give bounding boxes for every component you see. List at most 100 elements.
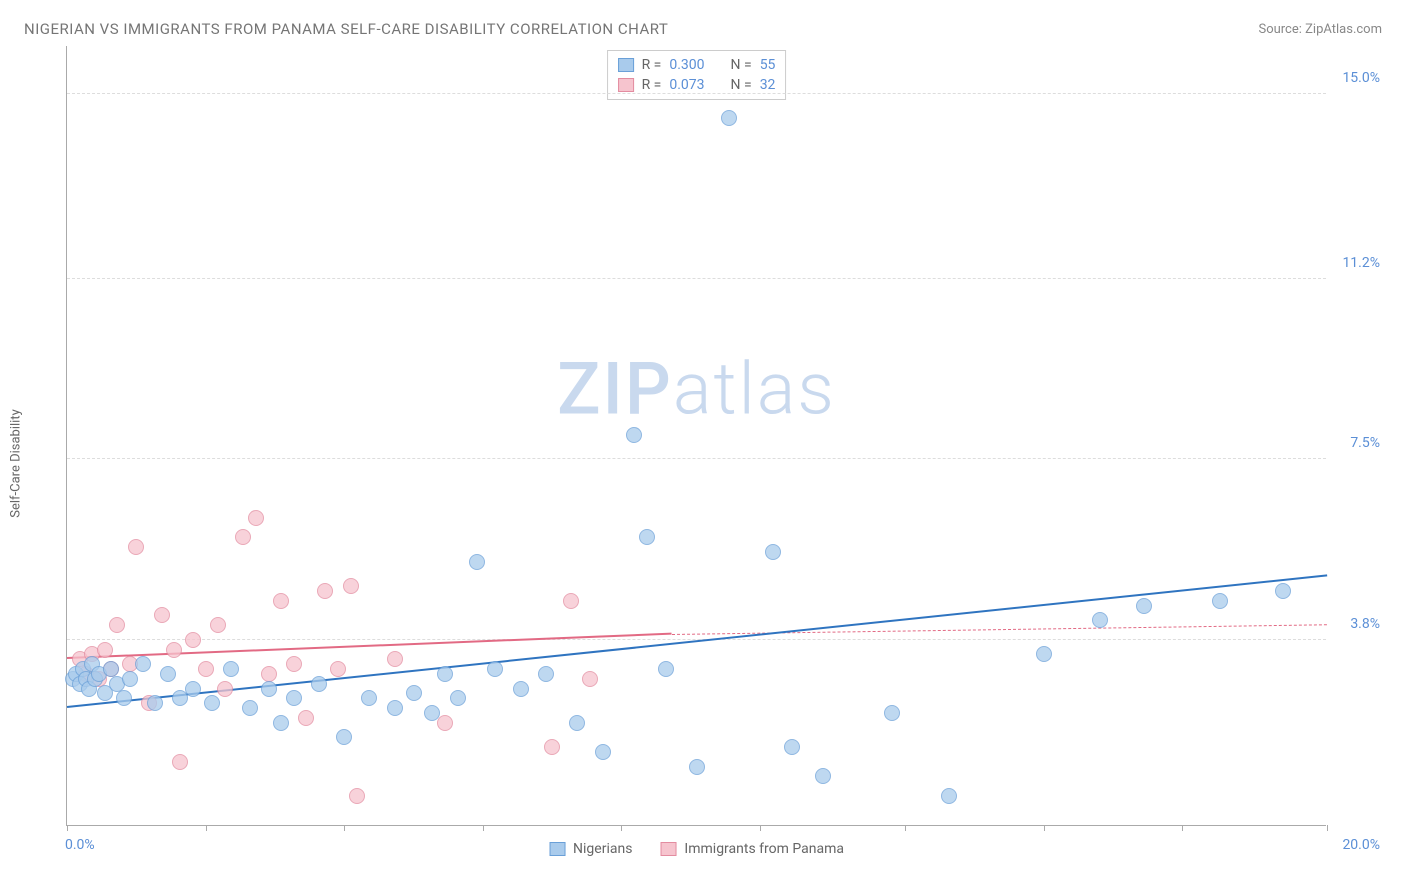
- point-panama: [166, 642, 182, 658]
- x-tick: [760, 825, 761, 831]
- point-nigerian: [538, 666, 554, 682]
- point-panama: [286, 656, 302, 672]
- watermark: ZIPatlas: [557, 346, 836, 431]
- point-panama: [154, 607, 170, 623]
- y-tick-label: 11.2%: [1342, 255, 1380, 271]
- x-tick: [483, 825, 484, 831]
- swatch-blue-icon: [549, 842, 565, 856]
- legend-item-panama: Immigrants from Panama: [660, 841, 844, 857]
- point-nigerian: [204, 695, 220, 711]
- point-panama: [298, 710, 314, 726]
- point-nigerian: [437, 666, 453, 682]
- point-nigerian: [223, 661, 239, 677]
- point-panama: [248, 510, 264, 526]
- legend-item-nigerians: Nigerians: [549, 841, 632, 857]
- point-nigerian: [513, 681, 529, 697]
- point-nigerian: [626, 427, 642, 443]
- x-tick: [905, 825, 906, 831]
- y-axis-label: Self-Care Disability: [9, 409, 24, 517]
- point-nigerian: [122, 671, 138, 687]
- point-nigerian: [387, 700, 403, 716]
- point-nigerian: [569, 715, 585, 731]
- point-nigerian: [1136, 598, 1152, 614]
- point-nigerian: [1275, 583, 1291, 599]
- point-nigerian: [884, 705, 900, 721]
- x-tick: [206, 825, 207, 831]
- series-legend: Nigerians Immigrants from Panama: [549, 841, 844, 857]
- y-tick-label: 3.8%: [1350, 616, 1380, 632]
- point-nigerian: [1092, 612, 1108, 628]
- point-panama: [437, 715, 453, 731]
- point-panama: [97, 642, 113, 658]
- trend-line: [67, 633, 672, 659]
- gridline: [67, 278, 1326, 279]
- point-nigerian: [361, 690, 377, 706]
- point-nigerian: [784, 739, 800, 755]
- gridline: [67, 93, 1326, 94]
- point-nigerian: [941, 788, 957, 804]
- point-nigerian: [1036, 646, 1052, 662]
- point-panama: [217, 681, 233, 697]
- point-nigerian: [116, 690, 132, 706]
- point-panama: [198, 661, 214, 677]
- swatch-blue: [618, 58, 634, 72]
- point-nigerian: [242, 700, 258, 716]
- x-tick: [67, 825, 68, 831]
- point-nigerian: [765, 544, 781, 560]
- point-nigerian: [406, 685, 422, 701]
- point-nigerian: [160, 666, 176, 682]
- point-nigerian: [311, 676, 327, 692]
- point-panama: [563, 593, 579, 609]
- point-nigerian: [487, 661, 503, 677]
- swatch-pink: [618, 78, 634, 92]
- point-nigerian: [1212, 593, 1228, 609]
- x-min-label: 0.0%: [65, 837, 95, 853]
- point-nigerian: [135, 656, 151, 672]
- point-panama: [172, 754, 188, 770]
- source-label: Source: ZipAtlas.com: [1258, 22, 1382, 37]
- point-panama: [349, 788, 365, 804]
- point-nigerian: [658, 661, 674, 677]
- point-panama: [544, 739, 560, 755]
- point-panama: [273, 593, 289, 609]
- point-panama: [343, 578, 359, 594]
- point-nigerian: [815, 768, 831, 784]
- point-nigerian: [286, 690, 302, 706]
- point-nigerian: [261, 681, 277, 697]
- gridline: [67, 458, 1326, 459]
- point-panama: [210, 617, 226, 633]
- plot-region: ZIPatlas R = 0.300 N = 55 R = 0.073 N =: [66, 46, 1326, 826]
- point-nigerian: [273, 715, 289, 731]
- point-panama: [317, 583, 333, 599]
- point-nigerian: [424, 705, 440, 721]
- point-panama: [261, 666, 277, 682]
- point-nigerian: [469, 554, 485, 570]
- point-nigerian: [147, 695, 163, 711]
- point-nigerian: [336, 729, 352, 745]
- chart-area: Self-Care Disability ZIPatlas R = 0.300 …: [24, 46, 1382, 866]
- swatch-pink-icon: [660, 842, 676, 856]
- x-tick: [1182, 825, 1183, 831]
- x-tick: [621, 825, 622, 831]
- point-nigerian: [450, 690, 466, 706]
- stats-row-1: R = 0.300 N = 55: [618, 55, 776, 75]
- point-nigerian: [103, 661, 119, 677]
- point-panama: [128, 539, 144, 555]
- y-tick-label: 7.5%: [1350, 435, 1380, 451]
- x-tick: [344, 825, 345, 831]
- point-nigerian: [595, 744, 611, 760]
- point-panama: [387, 651, 403, 667]
- x-max-label: 20.0%: [1342, 837, 1380, 853]
- chart-title: NIGERIAN VS IMMIGRANTS FROM PANAMA SELF-…: [24, 20, 668, 38]
- point-nigerian: [721, 110, 737, 126]
- point-panama: [330, 661, 346, 677]
- y-tick-label: 15.0%: [1342, 70, 1380, 86]
- point-nigerian: [185, 681, 201, 697]
- x-tick: [1327, 825, 1328, 831]
- x-tick: [1044, 825, 1045, 831]
- point-panama: [582, 671, 598, 687]
- point-panama: [235, 529, 251, 545]
- point-nigerian: [689, 759, 705, 775]
- point-panama: [185, 632, 201, 648]
- trend-line: [67, 574, 1327, 708]
